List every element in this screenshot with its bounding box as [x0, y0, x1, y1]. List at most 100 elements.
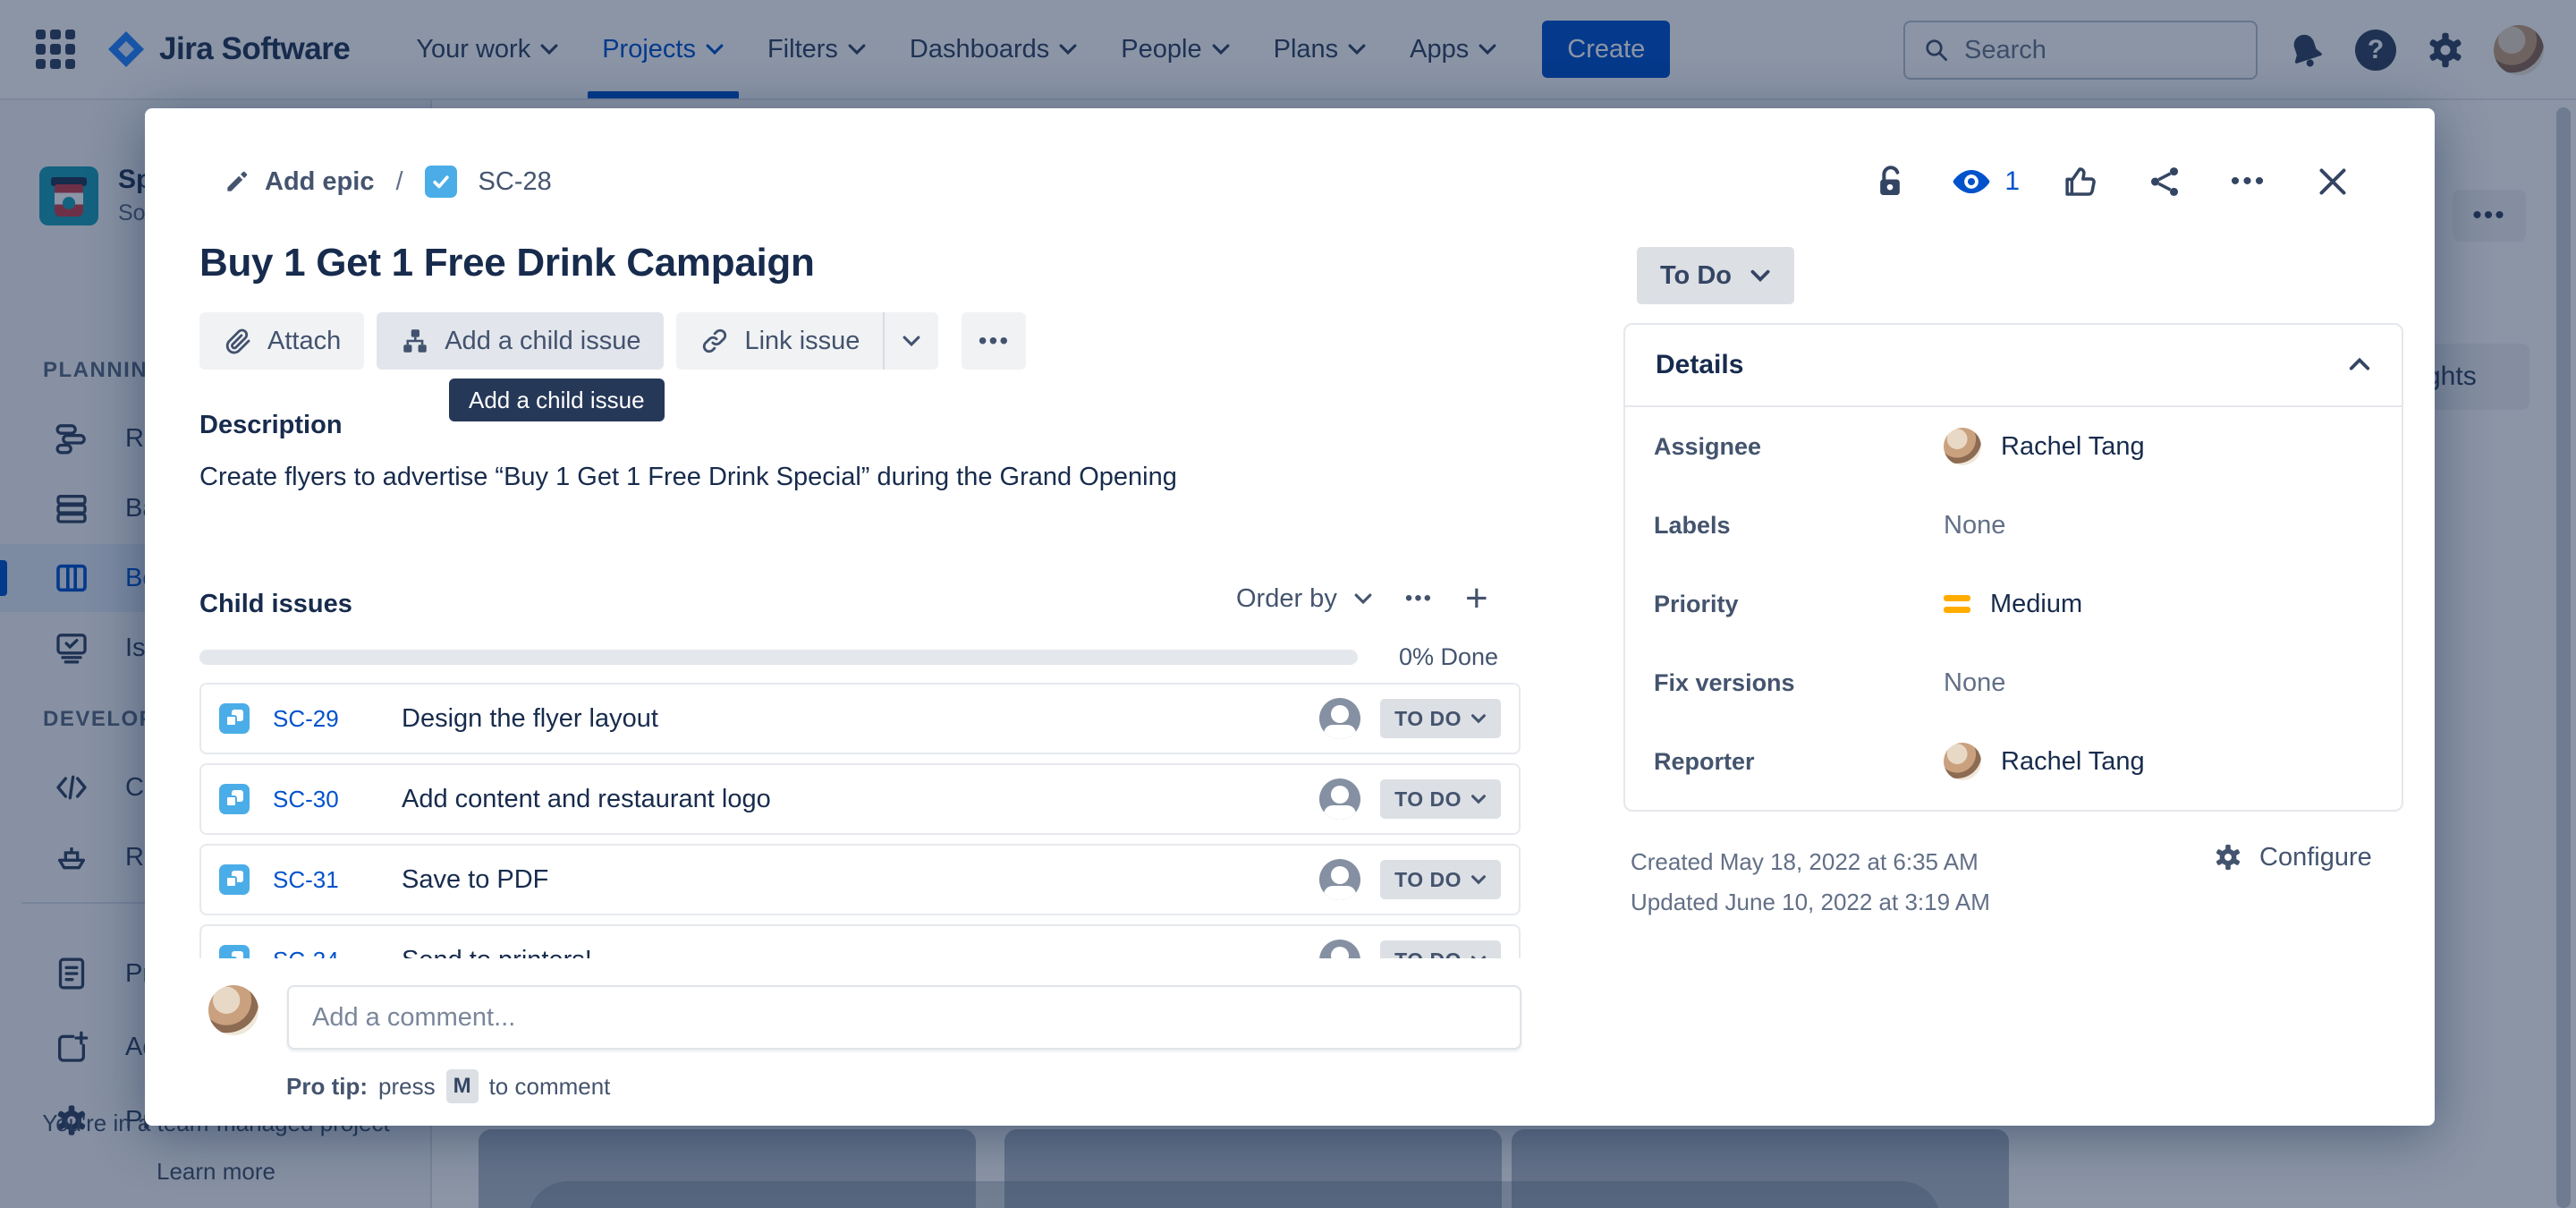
board-more-button[interactable]: ••• — [2453, 190, 2526, 242]
field-value[interactable]: Medium — [1944, 590, 2082, 619]
jira-logo[interactable]: Jira Software — [106, 29, 351, 70]
search-input[interactable] — [1964, 35, 2238, 65]
child-issue-summary[interactable]: Add content and restaurant logo — [402, 784, 771, 813]
board-column-ghost — [1512, 1129, 2009, 1208]
configure-button[interactable]: Configure — [2213, 842, 2372, 872]
attach-button[interactable]: Attach — [199, 312, 365, 370]
issue-title[interactable]: Buy 1 Get 1 Free Drink Campaign — [199, 241, 815, 285]
create-button[interactable]: Create — [1542, 21, 1671, 78]
field-value[interactable]: Rachel Tang — [1944, 428, 2145, 465]
issue-key[interactable]: SC-28 — [478, 166, 552, 196]
child-issue-row[interactable]: SC-30 Add content and restaurant logo TO… — [199, 763, 1521, 835]
user-avatar[interactable] — [2494, 25, 2544, 75]
child-issue-summary[interactable]: Send to printers! — [402, 946, 1319, 959]
search-icon — [1926, 39, 1947, 61]
child-issues-tools: Order by ••• + — [1236, 576, 1522, 620]
sidebar-item-issues[interactable]: Is — [0, 614, 432, 682]
nav-your-work[interactable]: Your work — [394, 0, 580, 98]
field-value[interactable]: None — [1944, 510, 2006, 540]
child-issue-key[interactable]: SC-29 — [273, 704, 339, 732]
assignee-placeholder-icon[interactable] — [1319, 778, 1361, 820]
comment-input[interactable] — [287, 985, 1521, 1050]
issue-toolbar: Attach Add a child issue Link issue — [199, 312, 1027, 370]
field-value[interactable]: None — [1944, 668, 2006, 697]
child-issue-key[interactable]: SC-30 — [273, 785, 339, 812]
status-dropdown[interactable]: TO DO — [1380, 940, 1501, 958]
child-issue-key[interactable]: SC-31 — [273, 865, 339, 893]
project-header[interactable]: Sp So — [39, 165, 152, 226]
order-by-dropdown[interactable]: Order by — [1236, 584, 1373, 614]
global-search[interactable] — [1903, 21, 2258, 80]
more-actions-button[interactable]: ••• — [2230, 166, 2267, 196]
status-dropdown[interactable]: TO DO — [1380, 860, 1501, 899]
breadcrumb: Add epic / SC-28 — [224, 166, 552, 198]
description-body[interactable]: Create flyers to advertise “Buy 1 Get 1 … — [199, 463, 1177, 491]
assignee-placeholder-icon[interactable] — [1319, 940, 1361, 958]
comment-pro-tip: Pro tip: press M to comment — [286, 1069, 610, 1103]
child-issues-list: SC-29 Design the flyer layout TO DO SC-3… — [199, 683, 1521, 958]
assignee-placeholder-icon[interactable] — [1319, 698, 1361, 739]
chevron-down-icon — [1354, 593, 1372, 605]
primary-nav: Your work Projects Filters Dashboards Pe… — [394, 0, 1519, 98]
details-panel-header[interactable]: Details — [1625, 325, 2402, 407]
field-labels: Labels None — [1625, 486, 2402, 565]
child-issue-summary[interactable]: Save to PDF — [402, 864, 549, 894]
toolbar-more-button[interactable]: ••• — [962, 312, 1027, 370]
child-issues-more-button[interactable]: ••• — [1404, 586, 1434, 610]
nav-dashboards[interactable]: Dashboards — [888, 0, 1099, 98]
child-issue-summary[interactable]: Design the flyer layout — [402, 703, 658, 733]
subtask-icon — [219, 703, 250, 734]
reporter-avatar — [1944, 743, 1981, 780]
assignee-placeholder-icon[interactable] — [1319, 859, 1361, 900]
top-navigation: Jira Software Your work Projects Filters… — [0, 0, 2576, 100]
app-switcher-icon[interactable] — [36, 30, 75, 69]
status-dropdown[interactable]: TO DO — [1380, 779, 1501, 819]
add-epic-label: Add epic — [265, 166, 375, 196]
breadcrumb-separator: / — [395, 166, 403, 196]
status-dropdown[interactable]: TO DO — [1380, 699, 1501, 738]
chevron-down-icon — [1471, 875, 1486, 885]
add-child-issue-button[interactable]: Add a child issue — [377, 312, 665, 370]
field-reporter: Reporter Rachel Tang — [1625, 722, 2402, 801]
add-epic-button[interactable]: Add epic — [224, 167, 374, 197]
nav-apps[interactable]: Apps — [1388, 0, 1519, 98]
page-scrollbar[interactable] — [2556, 107, 2571, 1208]
share-icon[interactable] — [2141, 158, 2188, 205]
child-issue-row[interactable]: SC-31 Save to PDF TO DO — [199, 844, 1521, 915]
code-icon — [56, 775, 87, 800]
issue-status-dropdown[interactable]: To Do — [1637, 247, 1794, 304]
chevron-down-icon — [848, 44, 866, 55]
help-icon[interactable]: ? — [2354, 29, 2397, 72]
close-icon[interactable] — [2309, 158, 2356, 205]
learn-more-link[interactable]: Learn more — [157, 1158, 275, 1185]
link-issue-button[interactable]: Link issue — [676, 312, 884, 370]
settings-gear-icon[interactable] — [2424, 29, 2467, 72]
modal-header-actions: 1 ••• — [1867, 158, 2356, 205]
task-type-icon[interactable] — [424, 166, 457, 198]
link-issue-dropdown-chevron[interactable] — [883, 312, 939, 370]
nav-projects[interactable]: Projects — [580, 0, 746, 98]
progress-label: 0% Done — [1399, 643, 1499, 670]
nav-people[interactable]: People — [1099, 0, 1251, 98]
chevron-up-icon — [2349, 357, 2370, 370]
details-panel: Details Assignee Rachel Tang Labels None… — [1623, 323, 2403, 812]
child-issue-key[interactable]: SC-34 — [273, 947, 366, 959]
development-section-label: DEVELOP — [43, 707, 156, 731]
progress-bar — [199, 650, 1358, 665]
child-issue-row[interactable]: SC-34 Send to printers! TO DO — [199, 924, 1521, 958]
child-issues-icon — [403, 329, 427, 353]
field-value[interactable]: Rachel Tang — [1944, 743, 2145, 780]
unlock-icon[interactable] — [1867, 158, 1913, 205]
nav-filters[interactable]: Filters — [746, 0, 888, 98]
child-issue-row[interactable]: SC-29 Design the flyer layout TO DO — [199, 683, 1521, 754]
like-thumbs-up-icon[interactable] — [2057, 158, 2104, 205]
nav-plans[interactable]: Plans — [1252, 0, 1389, 98]
watchers-count: 1 — [2004, 166, 2020, 196]
issue-detail-modal: Add epic / SC-28 — [145, 108, 2435, 1126]
watchers-button[interactable]: 1 — [1951, 161, 2020, 202]
add-child-issue-plus-button[interactable]: + — [1465, 576, 1488, 620]
chevron-down-icon — [1750, 269, 1770, 282]
field-fix-versions: Fix versions None — [1625, 643, 2402, 722]
planning-section-label: PLANNING — [43, 358, 166, 382]
notifications-bell-icon[interactable] — [2284, 29, 2327, 72]
